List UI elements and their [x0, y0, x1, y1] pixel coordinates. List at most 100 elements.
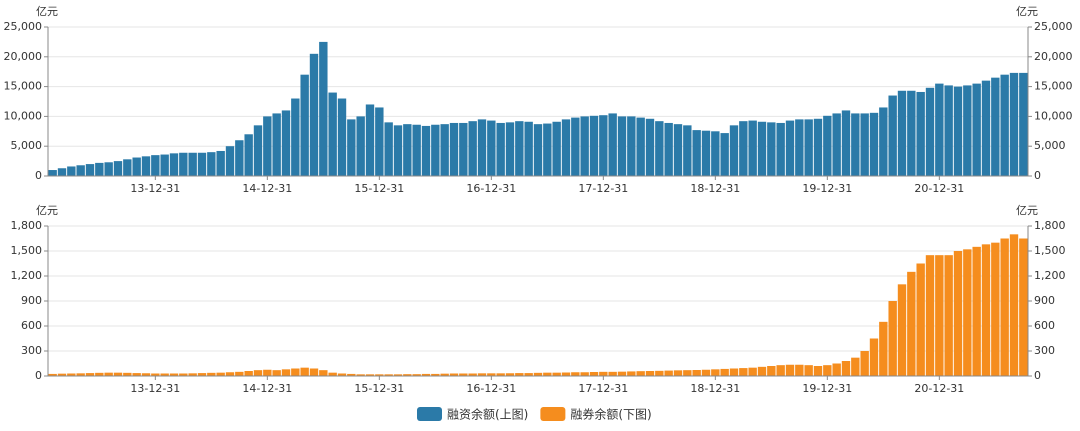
bar: [879, 321, 888, 376]
bar: [944, 255, 953, 376]
bar: [263, 116, 272, 176]
bar: [916, 263, 925, 376]
bar: [729, 125, 739, 176]
bar: [253, 125, 263, 176]
bar: [95, 162, 104, 176]
bar: [1009, 72, 1019, 176]
y-tick-label: 0: [1034, 169, 1041, 182]
bar: [655, 121, 664, 176]
bar: [225, 146, 235, 176]
bar: [272, 370, 281, 376]
bar: [104, 372, 113, 376]
bar: [785, 120, 795, 176]
y-tick-label: 900: [1034, 294, 1055, 307]
bar: [804, 119, 813, 176]
y-tick-label: 20,000: [4, 50, 43, 63]
bar: [1019, 238, 1028, 376]
y-tick-label: 0: [35, 369, 42, 382]
bar: [673, 370, 683, 376]
bar: [281, 110, 291, 176]
bar: [253, 370, 263, 376]
bar: [319, 41, 328, 177]
bar: [141, 156, 151, 176]
bar: [375, 374, 384, 376]
bar: [692, 370, 701, 376]
bar: [76, 373, 85, 376]
bar: [869, 338, 879, 376]
bar: [216, 150, 225, 176]
bar: [972, 246, 981, 376]
bar: [197, 373, 207, 376]
bar: [347, 119, 356, 176]
x-tick-label: 15-12-31: [354, 182, 404, 195]
bar: [487, 120, 496, 176]
bar: [179, 373, 188, 376]
x-tick-label: 19-12-31: [802, 182, 852, 195]
x-tick-label: 18-12-31: [690, 382, 740, 395]
bar: [645, 118, 655, 176]
bar: [477, 373, 487, 376]
bar: [813, 118, 823, 176]
bar: [645, 371, 655, 376]
bar: [589, 372, 599, 376]
bar: [841, 110, 851, 176]
bar: [132, 373, 141, 376]
bar: [468, 373, 477, 376]
bar: [505, 373, 515, 376]
bar: [1000, 74, 1009, 176]
bar: [487, 373, 496, 376]
y-tick-label: 15,000: [4, 80, 43, 93]
bar: [356, 374, 365, 376]
y-tick-label: 1,500: [11, 244, 43, 257]
bar: [384, 374, 393, 376]
bar: [925, 87, 935, 176]
y-tick-label: 300: [21, 344, 42, 357]
bar: [627, 371, 636, 376]
bar: [48, 373, 57, 376]
y-tick-label: 1,200: [1034, 269, 1066, 282]
bar: [888, 301, 897, 376]
bar: [953, 251, 963, 376]
bar: [739, 368, 748, 376]
bar: [365, 104, 375, 176]
bar: [403, 374, 412, 376]
bar: [440, 124, 449, 176]
y-tick-label: 10,000: [4, 109, 43, 122]
bar: [991, 242, 1000, 376]
bar: [1019, 72, 1028, 176]
bar: [981, 244, 991, 376]
bar: [141, 373, 151, 376]
bar: [431, 124, 440, 176]
x-tick-label: 17-12-31: [578, 382, 628, 395]
y-tick-label: 25,000: [4, 20, 43, 33]
bar: [552, 372, 561, 376]
x-tick-label: 13-12-31: [130, 382, 180, 395]
x-tick-label: 16-12-31: [466, 382, 516, 395]
x-tick-label: 18-12-31: [690, 182, 740, 195]
bar: [272, 113, 281, 176]
bar: [337, 373, 347, 376]
bar: [935, 83, 944, 176]
bar: [916, 91, 925, 176]
bar: [664, 370, 673, 376]
y-tick-label: 1,800: [1034, 219, 1066, 232]
bar: [524, 121, 533, 176]
bar: [309, 53, 319, 176]
bar: [711, 369, 720, 376]
bar: [477, 119, 487, 176]
bar: [757, 121, 767, 176]
y-tick-label: 5,000: [1034, 139, 1066, 152]
x-tick-label: 14-12-31: [242, 382, 292, 395]
bar: [179, 152, 188, 176]
x-tick-label: 14-12-31: [242, 182, 292, 195]
bar: [748, 120, 757, 176]
bar: [300, 367, 309, 376]
bar: [935, 255, 944, 376]
x-tick-label: 20-12-31: [914, 182, 964, 195]
bar: [85, 164, 95, 176]
bar: [132, 157, 141, 176]
bar: [393, 374, 403, 376]
bar: [692, 130, 701, 176]
x-tick-label: 20-12-31: [914, 382, 964, 395]
bar: [748, 367, 757, 376]
